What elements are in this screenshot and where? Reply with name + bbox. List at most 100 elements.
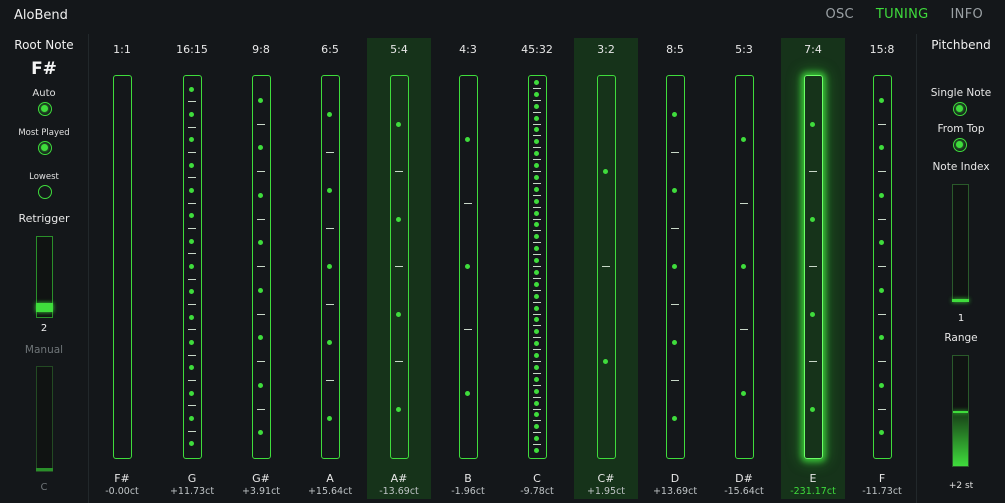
- auto-radio[interactable]: [38, 102, 52, 116]
- harmonic-dot: [534, 400, 539, 406]
- harmonic-dot: [534, 139, 539, 145]
- note-index-slider[interactable]: [952, 184, 969, 302]
- pitch-track[interactable]: [666, 75, 685, 459]
- tick-line: [533, 349, 541, 351]
- pitch-track[interactable]: [459, 75, 478, 459]
- tick-line: [671, 152, 679, 153]
- harmonic-dot: [741, 264, 746, 269]
- tick-line: [533, 99, 541, 101]
- tick-line: [257, 266, 265, 267]
- single-note-label: Single Note: [930, 87, 992, 99]
- ratio-label: 6:5: [321, 43, 339, 56]
- pitch-track[interactable]: [321, 75, 340, 459]
- tuning-column[interactable]: 45:32 C -9.78ct: [505, 38, 569, 499]
- harmonic-dot: [879, 145, 884, 151]
- tuning-column[interactable]: 9:8 G# +3.91ct: [229, 38, 293, 499]
- manual-note-slider[interactable]: [36, 366, 53, 472]
- note-index-slider-thumb[interactable]: [952, 299, 969, 302]
- tick-line: [533, 135, 541, 137]
- pitch-track[interactable]: [528, 75, 547, 459]
- tuning-column[interactable]: 5:4 A# -13.69ct: [367, 38, 431, 499]
- pitch-track[interactable]: [735, 75, 754, 459]
- tab-osc[interactable]: OSC: [825, 7, 854, 22]
- pitch-track[interactable]: [113, 75, 132, 459]
- harmonic-dot: [465, 390, 470, 396]
- cents-label: +15.64ct: [307, 486, 353, 497]
- ratio-label: 4:3: [459, 43, 477, 56]
- harmonic-dot: [258, 145, 263, 151]
- harmonic-dot: [534, 317, 539, 323]
- ratio-label: 8:5: [666, 43, 684, 56]
- tick-line: [533, 206, 541, 208]
- note-label: G#: [252, 472, 270, 485]
- harmonic-dot: [396, 216, 401, 222]
- harmonic-dot: [534, 246, 539, 252]
- tick-line: [671, 228, 679, 229]
- manual-note-slider-thumb[interactable]: [36, 468, 53, 471]
- pitch-track[interactable]: [252, 75, 271, 459]
- tick-line: [878, 123, 886, 125]
- tick-line: [809, 266, 817, 267]
- tick-line: [533, 242, 541, 244]
- pitch-track[interactable]: [183, 75, 202, 459]
- ratio-label: 3:2: [597, 43, 615, 56]
- tick-line: [533, 432, 541, 434]
- ratio-label: 15:8: [869, 43, 895, 56]
- tuning-column[interactable]: 5:3 D# -15.64ct: [712, 38, 776, 499]
- root-note-panel: Root Note F# Auto Most Played Lowest Ret…: [0, 32, 88, 503]
- tick-line: [533, 171, 541, 172]
- pitch-track[interactable]: [597, 75, 616, 459]
- tick-line: [809, 361, 817, 362]
- tick-line: [188, 228, 196, 229]
- tick-line: [257, 408, 265, 410]
- retrigger-slider-thumb[interactable]: [36, 303, 53, 312]
- retrigger-slider[interactable]: [36, 236, 53, 318]
- tuning-column[interactable]: 6:5 A +15.64ct: [298, 38, 362, 499]
- most-played-radio[interactable]: [38, 141, 52, 155]
- tick-line: [188, 253, 196, 255]
- tick-line: [188, 177, 196, 179]
- tick-line: [533, 266, 541, 267]
- cents-label: +11.73ct: [169, 486, 215, 497]
- tuning-column[interactable]: 15:8 F -11.73ct: [850, 38, 914, 499]
- tick-line: [188, 278, 196, 280]
- tuning-column[interactable]: 4:3 B -1.96ct: [436, 38, 500, 499]
- note-label: G: [187, 472, 197, 485]
- ratio-label: 7:4: [804, 43, 822, 56]
- pitch-track[interactable]: [873, 75, 892, 459]
- range-slider[interactable]: [952, 355, 969, 467]
- cents-label: +3.91ct: [241, 486, 281, 497]
- harmonic-dot: [879, 287, 884, 293]
- root-note-label: Root Note: [14, 38, 74, 52]
- tuning-column-active[interactable]: 7:4 E -231.17ct: [781, 38, 845, 499]
- tick-line: [533, 384, 541, 386]
- tick-line: [257, 171, 265, 172]
- tuning-column[interactable]: 1:1 F# -0.00ct: [90, 38, 154, 499]
- tab-tuning[interactable]: TUNING: [875, 7, 929, 22]
- note-label: A#: [390, 472, 408, 485]
- tab-info[interactable]: INFO: [950, 7, 983, 22]
- single-note-radio[interactable]: [953, 102, 967, 116]
- pitch-track[interactable]: [804, 75, 823, 459]
- harmonic-dot: [258, 335, 263, 341]
- pitch-track[interactable]: [390, 75, 409, 459]
- tick-line: [326, 152, 334, 153]
- harmonic-dot: [189, 314, 194, 320]
- tuning-column[interactable]: 3:2 C# +1.95ct: [574, 38, 638, 499]
- range-slider-thumb[interactable]: [953, 411, 968, 413]
- cents-label: +1.95ct: [586, 486, 626, 497]
- tuning-column[interactable]: 8:5 D +13.69ct: [643, 38, 707, 499]
- harmonic-dot: [534, 234, 539, 240]
- top-bar: AloBend OSC TUNING INFO: [0, 0, 1005, 32]
- lowest-radio[interactable]: [38, 185, 52, 199]
- harmonic-dot: [189, 162, 194, 168]
- harmonic-dot: [534, 103, 539, 109]
- harmonic-dot: [327, 340, 332, 345]
- from-top-radio[interactable]: [953, 138, 967, 152]
- tuning-column[interactable]: 16:15 G +11.73ct: [160, 38, 224, 499]
- harmonic-dot: [672, 188, 677, 193]
- note-label: C: [533, 472, 541, 485]
- pitchbend-panel: Pitchbend Single Note From Top Note Inde…: [917, 32, 1005, 503]
- cents-label: -1.96ct: [451, 486, 485, 497]
- tick-line: [533, 337, 541, 339]
